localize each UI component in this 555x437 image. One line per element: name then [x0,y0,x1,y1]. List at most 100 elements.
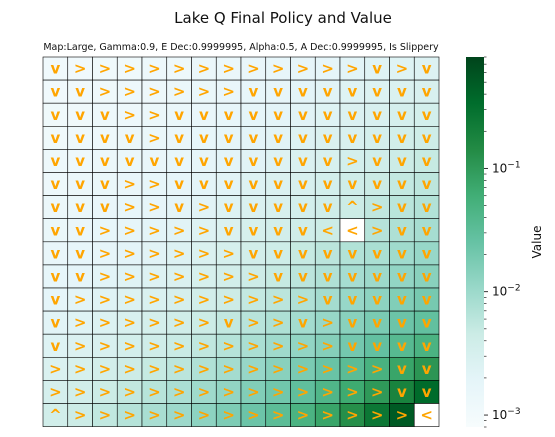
policy-arrow: v [50,267,60,285]
policy-arrow: v [125,129,135,147]
policy-arrow: v [298,129,308,147]
policy-arrow: v [75,152,85,170]
policy-arrow: v [323,152,333,170]
policy-arrow: > [297,60,310,78]
policy-arrow: v [199,175,209,193]
hole-cell [413,403,440,427]
policy-arrow: > [74,60,87,78]
policy-arrow: > [371,198,384,216]
policy-arrow: < [346,221,359,239]
policy-arrow: v [273,175,283,193]
policy-arrow: v [75,83,85,101]
policy-arrow: v [397,244,407,262]
policy-arrow: > [123,83,136,101]
policy-arrow: v [224,129,234,147]
policy-arrow: > [148,221,161,239]
policy-arrow: v [372,129,382,147]
policy-arrow: > [297,291,310,309]
policy-arrow: v [397,175,407,193]
policy-arrow: > [49,383,62,401]
policy-arrow: v [248,221,258,239]
policy-arrow: > [272,406,285,424]
policy-arrow: > [99,337,112,355]
policy-arrow: v [397,360,407,378]
policy-arrow: > [173,360,186,378]
policy-arrow: v [50,60,60,78]
policy-arrow: > [297,383,310,401]
policy-arrow: v [248,244,258,262]
policy-arrow: v [50,337,60,355]
policy-arrow: v [298,152,308,170]
policy-arrow: v [347,129,357,147]
policy-arrow: > [198,60,211,78]
chart-subtitle: Map:Large, Gamma:0.9, E Dec:0.9999995, A… [43,42,439,53]
policy-arrow: > [247,291,260,309]
policy-arrow: v [224,106,234,124]
policy-arrow: > [99,360,112,378]
policy-arrow: > [74,337,87,355]
policy-arrow: v [199,152,209,170]
policy-arrow: > [222,60,235,78]
policy-arrow: > [123,314,136,332]
policy-arrow: v [422,337,432,355]
heatmap-grid: v > > > > > > > > > > > > v > vv v > > > > > > v v v v v v v vv v v > > v v v… [42,56,440,427]
policy-arrow: v [422,60,432,78]
policy-arrow: > [99,406,112,424]
policy-arrow: > [396,60,409,78]
policy-arrow: > [74,406,87,424]
policy-arrow: v [50,221,60,239]
policy-arrow: v [372,106,382,124]
policy-arrow: v [397,83,407,101]
policy-arrow: v [273,221,283,239]
policy-arrow: > [123,267,136,285]
policy-arrow: v [100,152,110,170]
policy-arrow: > [123,244,136,262]
policy-arrow: > [371,221,384,239]
policy-arrow: > [371,383,384,401]
policy-arrow: > [247,406,260,424]
policy-arrow: v [75,129,85,147]
policy-arrow: v [100,198,110,216]
policy-arrow: > [247,360,260,378]
policy-arrow: ^ [49,406,62,424]
policy-arrow: > [99,244,112,262]
policy-arrow: > [247,314,260,332]
policy-arrow: v [248,106,258,124]
policy-arrow: v [273,244,283,262]
policy-arrow: > [321,383,334,401]
colorbar-tick-label: 10−3 [492,407,521,422]
policy-arrow: > [272,291,285,309]
policy-arrow: > [396,406,409,424]
policy-arrow: v [422,360,432,378]
policy-arrow: v [174,106,184,124]
policy-arrow: v [372,291,382,309]
policy-arrow: v [224,221,234,239]
policy-arrow: ^ [346,198,359,216]
policy-arrow: v [397,267,407,285]
policy-arrow: > [99,291,112,309]
policy-arrow: v [372,60,382,78]
policy-arrow: > [346,60,359,78]
policy-arrow: v [422,291,432,309]
policy-arrow: > [346,383,359,401]
policy-arrow: v [248,198,258,216]
policy-arrow: v [224,198,234,216]
policy-arrow: > [99,60,112,78]
policy-arrow: v [174,152,184,170]
policy-arrow: v [50,244,60,262]
policy-arrow: > [321,406,334,424]
policy-arrow: v [422,383,432,401]
policy-arrow: > [49,360,62,378]
policy-arrow: > [123,221,136,239]
policy-arrow: v [347,267,357,285]
policy-arrow: > [173,291,186,309]
policy-arrow: v [422,267,432,285]
policy-arrow: v [422,152,432,170]
policy-arrow: v [372,244,382,262]
policy-arrow: v [50,129,60,147]
policy-arrow: > [346,152,359,170]
policy-arrow: > [148,106,161,124]
policy-arrow: v [347,106,357,124]
policy-arrow: v [397,198,407,216]
policy-arrow: > [247,60,260,78]
